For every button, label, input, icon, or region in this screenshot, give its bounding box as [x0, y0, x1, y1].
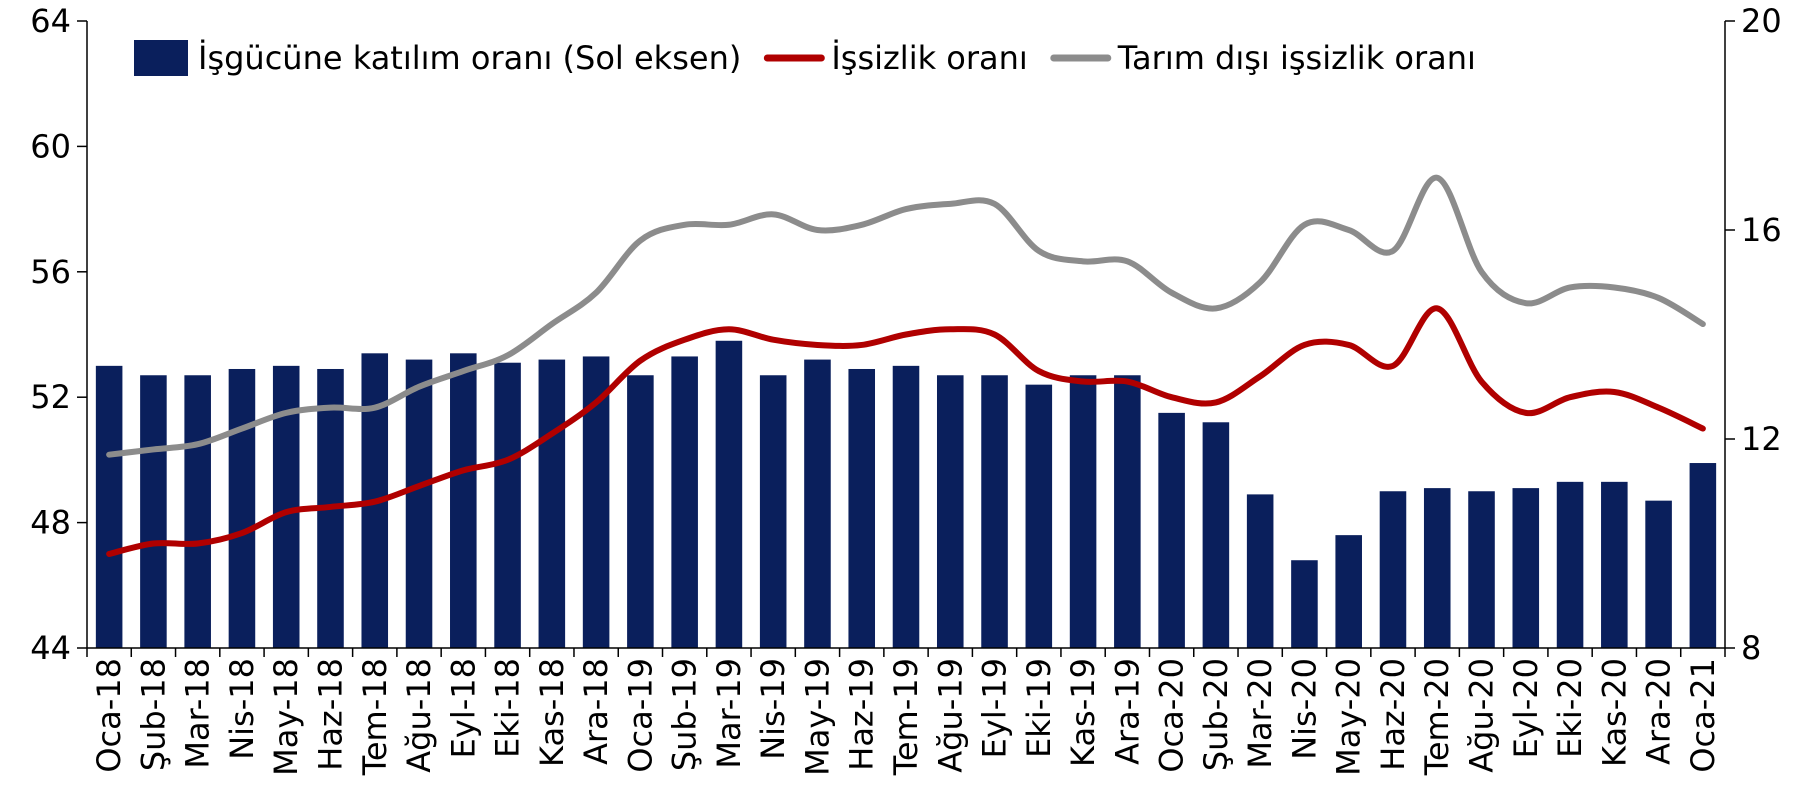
y-tick-label: 56 — [30, 253, 71, 291]
y2-tick-label: 12 — [1741, 420, 1782, 458]
x-tick-label: Ağu-19 — [931, 658, 969, 773]
bar — [1246, 494, 1274, 648]
bar — [1202, 422, 1230, 648]
x-tick-label: Şub-18 — [134, 658, 172, 771]
bar — [804, 359, 831, 648]
x-tick-label: Ara-19 — [1108, 658, 1146, 765]
bar — [450, 353, 477, 648]
bar — [627, 375, 654, 648]
x-tick-label: Nis-18 — [223, 658, 261, 760]
bar — [936, 375, 964, 648]
bar — [848, 368, 876, 648]
x-tick-label: Eki-19 — [1020, 658, 1058, 758]
bar — [95, 365, 123, 648]
bar — [1468, 491, 1495, 648]
bar — [671, 356, 698, 648]
bar — [184, 375, 211, 648]
bar — [538, 359, 566, 648]
y-tick-label: 60 — [30, 127, 71, 165]
x-tick-label: Ara-20 — [1640, 658, 1678, 765]
y2-tick-label: 20 — [1741, 2, 1782, 40]
y-tick-label: 64 — [30, 2, 71, 40]
bar — [140, 375, 167, 648]
x-tick-label: Şub-19 — [666, 658, 704, 771]
bar — [1689, 463, 1717, 648]
x-tick-label: Eyl-20 — [1507, 658, 1545, 758]
x-tick-label: Mar-19 — [710, 658, 748, 769]
bar — [1556, 481, 1584, 648]
x-tick-label: Oca-21 — [1684, 658, 1722, 773]
x-tick-label: Mar-18 — [179, 658, 217, 769]
x-tick-label: Tem-20 — [1418, 658, 1456, 776]
bar — [1601, 481, 1628, 648]
bar — [1423, 488, 1451, 648]
bar — [892, 365, 920, 648]
bar — [494, 362, 521, 648]
bar — [1158, 412, 1185, 648]
x-tick-label: Oca-18 — [90, 658, 128, 773]
y2-tick-label: 8 — [1741, 629, 1761, 667]
x-tick-label: Kas-18 — [533, 658, 571, 767]
x-tick-label: Eyl-18 — [444, 658, 482, 758]
bar — [759, 375, 787, 648]
bar — [1025, 384, 1053, 648]
x-tick-label: Ağu-20 — [1463, 658, 1501, 773]
bar — [1069, 375, 1097, 648]
bar — [1335, 535, 1362, 648]
x-tick-label: May-20 — [1330, 658, 1368, 776]
x-tick-label: Tem-19 — [887, 658, 925, 776]
y2-tick-label: 16 — [1741, 211, 1782, 249]
bar — [405, 359, 433, 648]
bar — [1114, 375, 1141, 648]
y-tick-label: 44 — [30, 629, 71, 667]
bar — [1379, 491, 1407, 648]
x-tick-label: Şub-20 — [1197, 658, 1235, 771]
bar — [1291, 560, 1318, 648]
legend-label: İşsizlik oranı — [831, 39, 1027, 77]
x-tick-label: Nis-19 — [754, 658, 792, 760]
x-tick-label: Oca-19 — [621, 658, 659, 773]
x-tick-label: Eki-20 — [1551, 658, 1589, 758]
x-tick-label: May-18 — [267, 658, 305, 776]
x-tick-label: Nis-20 — [1285, 658, 1323, 760]
x-tick-label: Eki-18 — [489, 658, 527, 758]
x-tick-label: Haz-19 — [843, 658, 881, 771]
legend-swatch — [134, 40, 188, 76]
bar — [715, 340, 743, 648]
x-tick-label: Eyl-19 — [976, 658, 1014, 758]
x-tick-label: Tem-18 — [356, 658, 394, 776]
x-tick-label: Haz-18 — [311, 658, 349, 771]
bar — [1512, 488, 1540, 648]
bar — [981, 375, 1008, 648]
x-tick-label: Haz-20 — [1374, 658, 1412, 771]
x-tick-label: May-19 — [798, 658, 836, 776]
legend-label: Tarım dışı işsizlik oranı — [1117, 39, 1476, 77]
x-tick-label: Oca-20 — [1153, 658, 1191, 773]
y-tick-label: 48 — [30, 504, 71, 542]
x-tick-label: Ağu-18 — [400, 658, 438, 773]
line — [106, 174, 1706, 458]
x-tick-label: Ara-18 — [577, 658, 615, 765]
line — [106, 305, 1706, 557]
x-tick-label: Kas-19 — [1064, 658, 1102, 767]
x-tick-label: Mar-20 — [1241, 658, 1279, 769]
x-tick-label: Kas-20 — [1595, 658, 1633, 767]
bar — [1645, 500, 1672, 648]
bar — [228, 368, 256, 648]
y-tick-label: 52 — [30, 378, 71, 416]
legend-label: İşgücüne katılım oranı (Sol eksen) — [198, 39, 741, 77]
